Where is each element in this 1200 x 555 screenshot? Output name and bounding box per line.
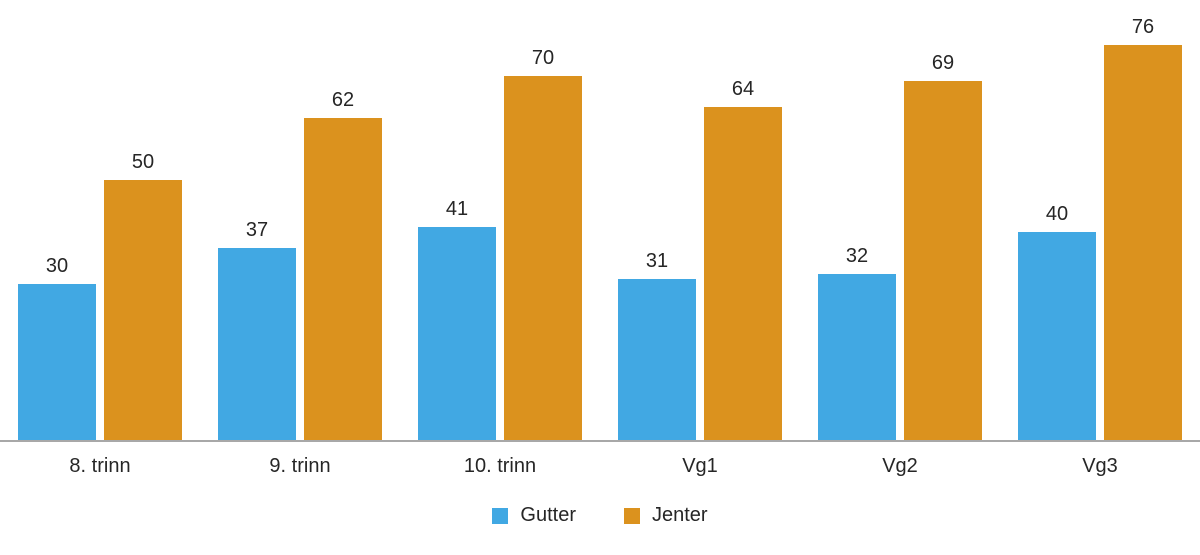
bar-value-label: 40 — [1045, 203, 1069, 225]
bar-gutter — [818, 274, 896, 440]
plot-area: 30 50 37 62 41 70 31 64 32 69 40 76 — [0, 0, 1200, 442]
bar-gutter — [218, 248, 296, 440]
bar-jenter — [904, 81, 982, 440]
bar-with-label: 31 — [618, 251, 696, 440]
legend: Gutter Jenter — [0, 504, 1200, 527]
bar-value-label: 37 — [245, 219, 269, 241]
bar-value-label: 41 — [445, 198, 469, 220]
bar-with-label: 50 — [104, 152, 182, 440]
bar-with-label: 69 — [904, 53, 982, 440]
bar-with-label: 70 — [504, 48, 582, 440]
x-axis-label: Vg1 — [682, 455, 718, 477]
bar-jenter — [1104, 45, 1182, 440]
x-axis-label: 9. trinn — [269, 455, 331, 477]
bar-gutter — [418, 227, 496, 440]
bar-with-label: 64 — [704, 79, 782, 440]
bar-value-label: 76 — [1131, 16, 1155, 38]
bar-jenter — [304, 118, 382, 440]
bar-group: 40 76 — [1000, 0, 1200, 440]
bar-value-label: 30 — [45, 255, 69, 277]
bar-group: 30 50 — [0, 0, 200, 440]
bar-with-label: 62 — [304, 90, 382, 440]
x-axis-label: Vg2 — [882, 455, 918, 477]
bar-value-label: 69 — [931, 52, 955, 74]
bar-group: 31 64 — [600, 0, 800, 440]
x-axis-labels: 8. trinn 9. trinn 10. trinn Vg1 Vg2 Vg3 — [0, 442, 1200, 478]
bar-with-label: 30 — [18, 256, 96, 440]
bar-with-label: 40 — [1018, 204, 1096, 440]
legend-item-jenter: Jenter — [623, 504, 708, 527]
legend-swatch-icon — [492, 507, 509, 524]
bar-jenter — [104, 180, 182, 440]
bar-gutter — [18, 284, 96, 440]
bar-with-label: 41 — [418, 199, 496, 440]
bar-group: 37 62 — [200, 0, 400, 440]
legend-swatch-icon — [623, 507, 640, 524]
bar-value-label: 62 — [331, 89, 355, 111]
bar-jenter — [504, 76, 582, 440]
legend-item-gutter: Gutter — [492, 504, 576, 527]
bar-value-label: 31 — [645, 250, 669, 272]
bar-value-label: 64 — [731, 78, 755, 100]
bar-jenter — [704, 107, 782, 440]
bar-value-label: 50 — [131, 151, 155, 173]
bar-with-label: 76 — [1104, 17, 1182, 440]
bar-with-label: 32 — [818, 246, 896, 440]
bar-with-label: 37 — [218, 220, 296, 440]
x-axis-label: Vg3 — [1082, 455, 1118, 477]
bar-gutter — [1018, 232, 1096, 440]
x-axis-label: 8. trinn — [69, 455, 131, 477]
bar-gutter — [618, 279, 696, 440]
legend-label: Jenter — [651, 504, 708, 526]
bar-group: 32 69 — [800, 0, 1000, 440]
bar-value-label: 70 — [531, 47, 555, 69]
legend-label: Gutter — [520, 504, 576, 526]
x-axis-label: 10. trinn — [463, 455, 537, 477]
bar-group: 41 70 — [400, 0, 600, 440]
bar-value-label: 32 — [845, 245, 869, 267]
